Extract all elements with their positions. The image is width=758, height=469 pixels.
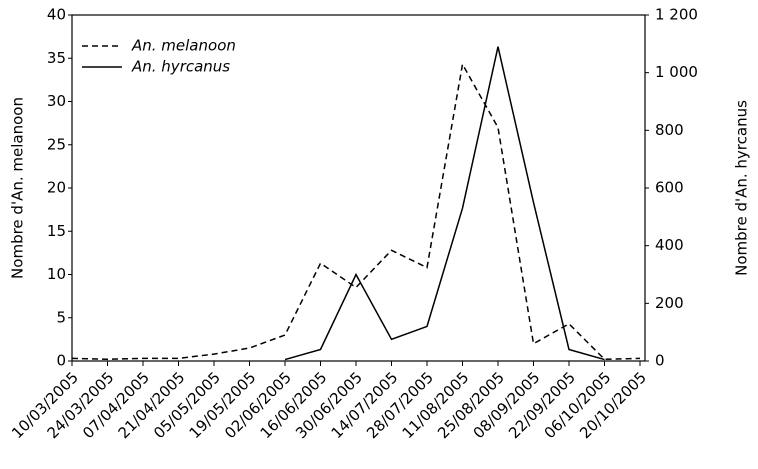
- y2-tick-label: 0: [655, 352, 665, 370]
- y2-tick-label: 800: [655, 121, 684, 139]
- y-tick-label: 10: [47, 265, 66, 283]
- y2-tick-label: 1 200: [655, 6, 698, 24]
- y2-axis-label: Nombre d'An. hyrcanus: [733, 100, 751, 276]
- y-tick-label: 5: [56, 308, 66, 326]
- y-tick-label: 25: [47, 135, 66, 153]
- y-tick-label: 20: [47, 179, 66, 197]
- legend-label: An. melanoon: [131, 37, 236, 55]
- y2-tick-label: 400: [655, 236, 684, 254]
- y-tick-label: 0: [56, 352, 66, 370]
- legend-label: An. hyrcanus: [131, 58, 230, 76]
- series-line: [284, 46, 605, 361]
- y2-tick-label: 600: [655, 179, 684, 197]
- y2-tick-label: 200: [655, 294, 684, 312]
- y2-tick-label: 1 000: [655, 63, 698, 81]
- y-axis-label: Nombre d'An. melanoon: [9, 97, 27, 279]
- y-tick-label: 15: [47, 222, 66, 240]
- series-line: [71, 62, 641, 361]
- y-tick-label: 40: [47, 6, 66, 24]
- y-tick-label: 35: [47, 49, 66, 67]
- y-tick-label: 30: [47, 92, 66, 110]
